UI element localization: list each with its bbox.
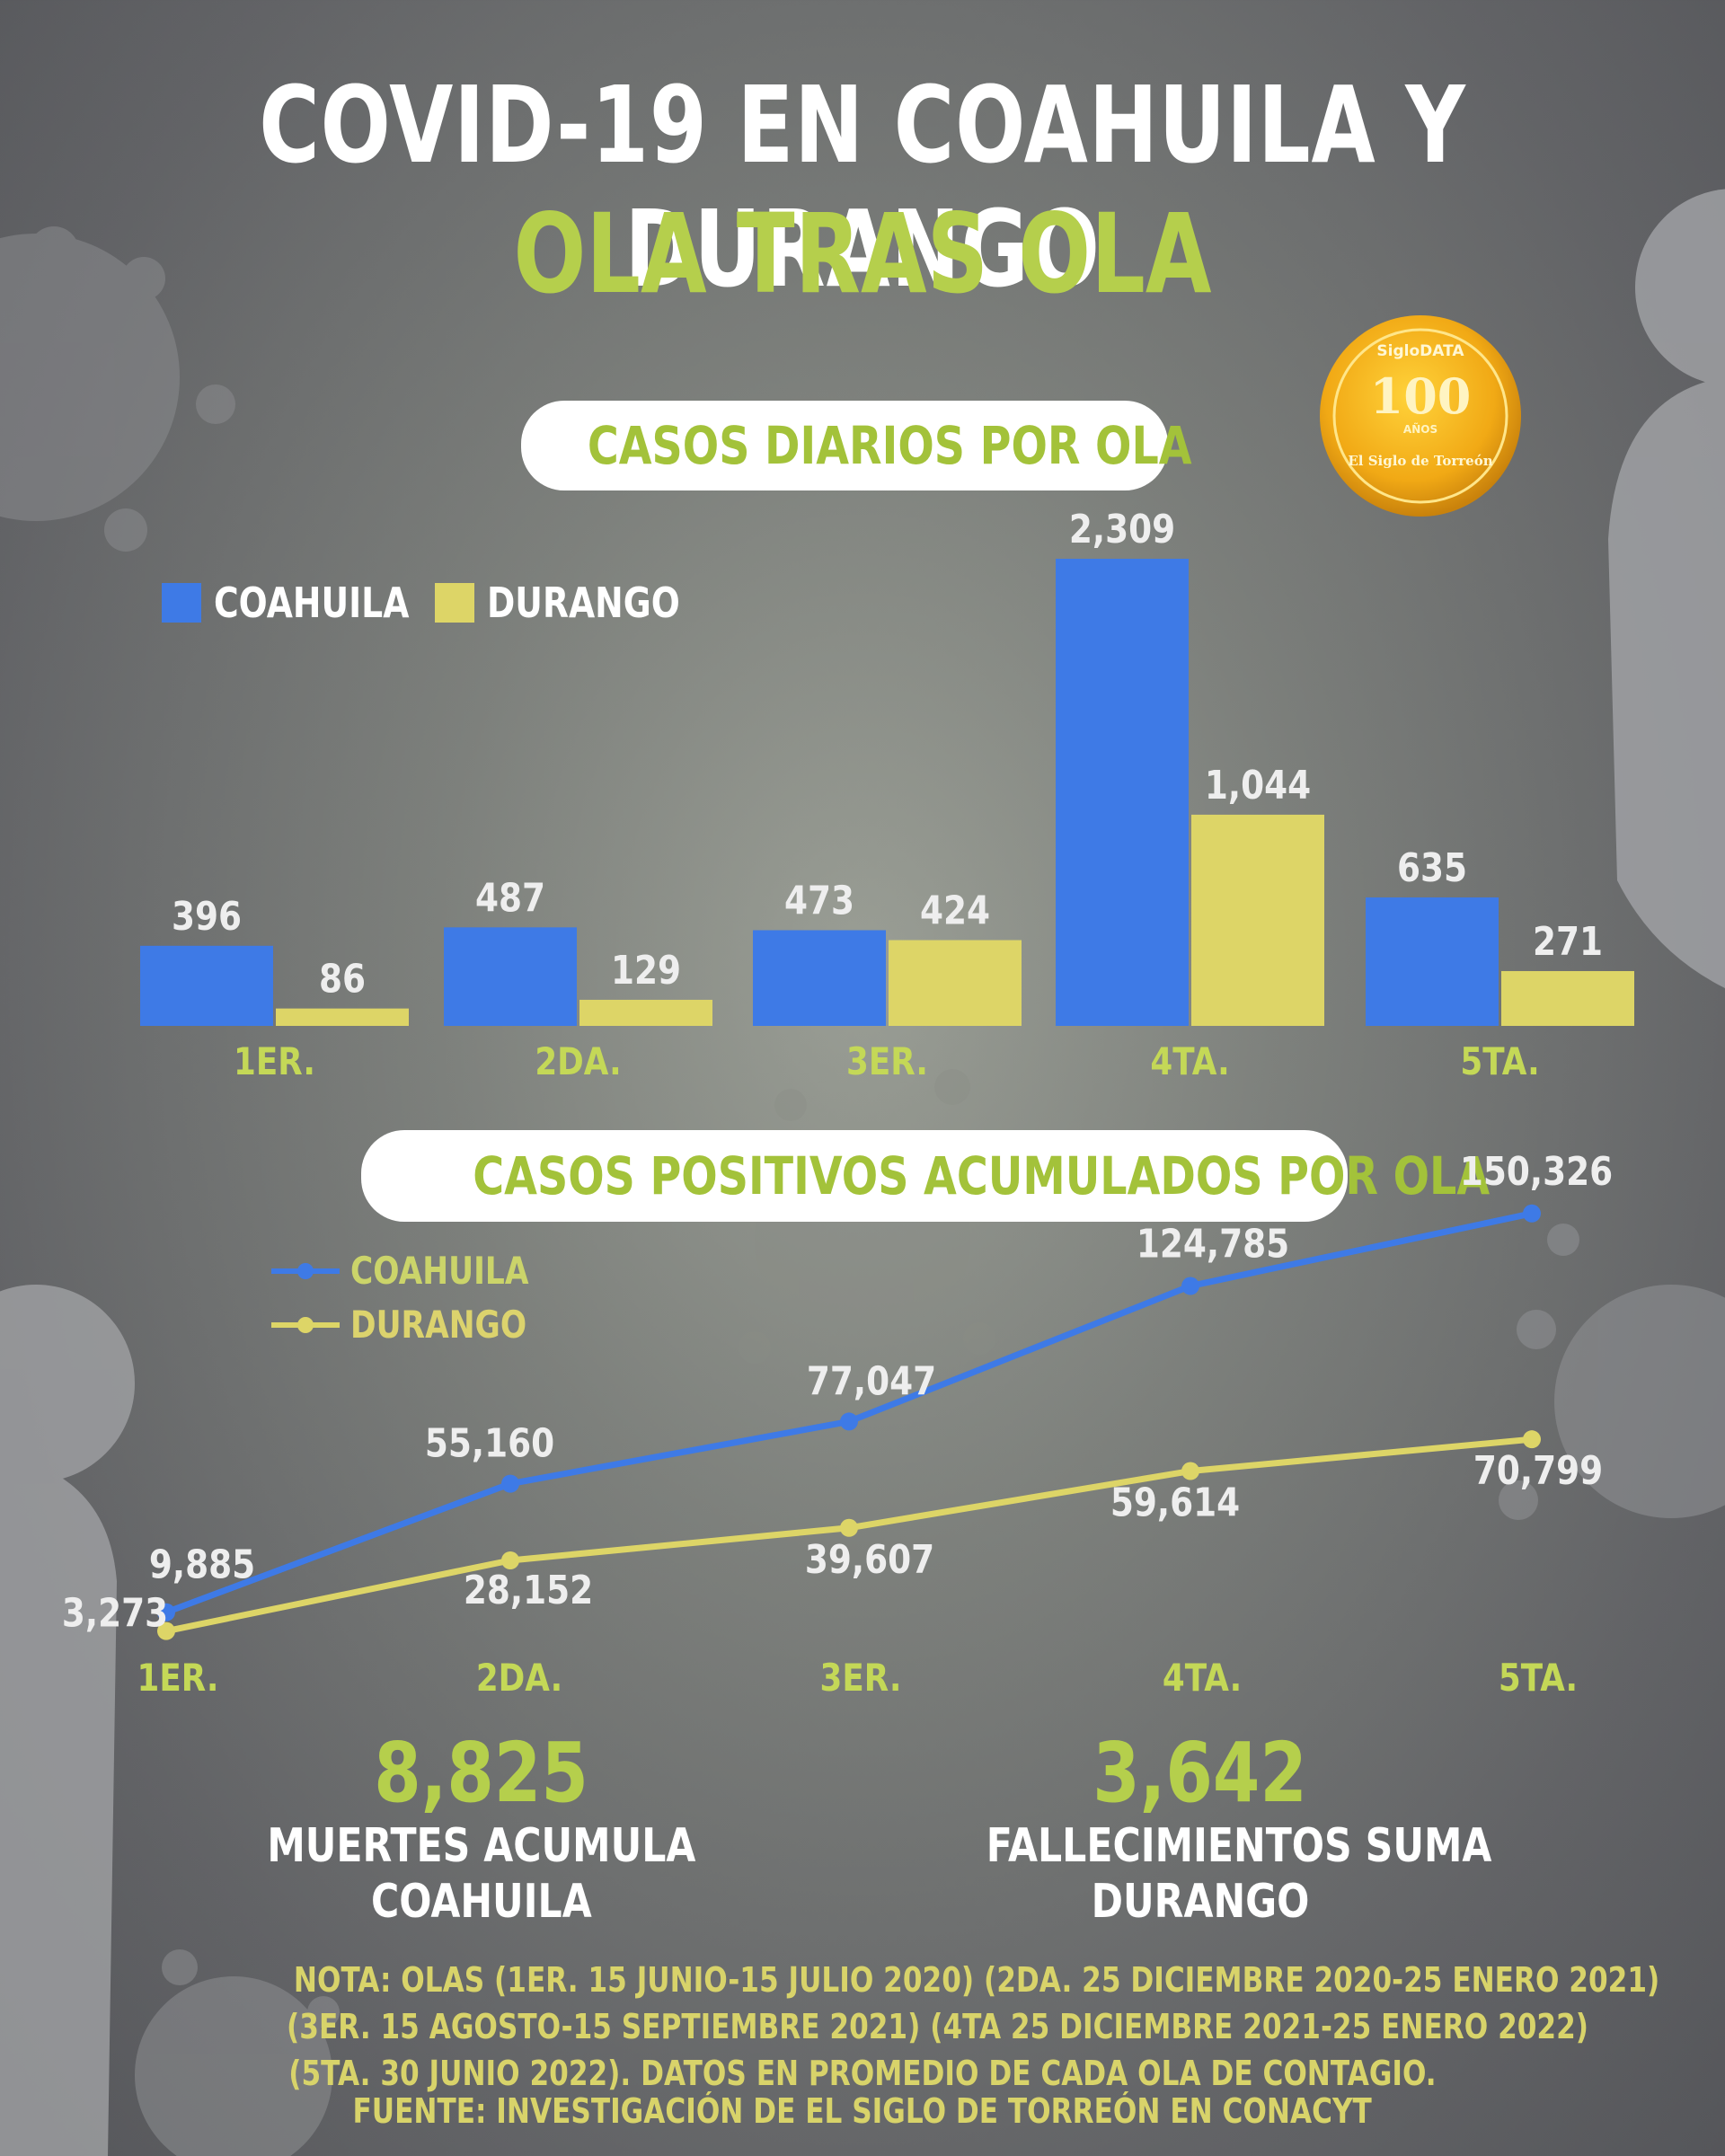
bar-durango-1 — [276, 1008, 409, 1026]
sub-title: OLA TRAS OLA — [513, 190, 1212, 318]
line-label-coahuila-5: 150,326 — [1460, 1148, 1613, 1195]
bar-label-coahuila-4: 2,309 — [1069, 506, 1175, 552]
point-coahuila-3 — [840, 1412, 858, 1431]
legend-swatch-durango — [435, 583, 474, 623]
bar-tick-2: 2DA. — [535, 1040, 621, 1083]
siglodata-badge: SigloDATA 100 AÑOS El Siglo de Torreón — [1320, 315, 1521, 517]
bar-label-durango-3: 424 — [920, 888, 990, 934]
bar-chart-title: CASOS DIARIOS POR OLA — [521, 401, 1192, 490]
bar-coahuila-2 — [444, 927, 577, 1026]
legend-label-durango: DURANGO — [487, 579, 680, 627]
line-label-durango-1: 3,273 — [62, 1590, 168, 1637]
person-silhouette-icon — [1608, 189, 1725, 988]
line-tick-5: 5TA. — [1499, 1657, 1578, 1700]
line-tick-2: 2DA. — [476, 1657, 562, 1700]
badge-sub: AÑOS — [1403, 422, 1438, 436]
stat-deaths-durango-label: FALLECIMIENTOS SUMA DURANGO — [986, 1819, 1492, 1929]
line-legend-coahuila: COAHUILA — [271, 1249, 568, 1293]
stat-deaths-durango-value: 3,642 — [1092, 1725, 1308, 1821]
bar-coahuila-5 — [1366, 897, 1499, 1026]
line-label-durango-3: 39,607 — [805, 1536, 934, 1583]
point-durango-2 — [501, 1551, 519, 1570]
point-coahuila-2 — [501, 1474, 519, 1493]
point-durango-3 — [840, 1518, 858, 1537]
bar-tick-5: 5TA. — [1460, 1040, 1539, 1083]
line-tick-3: 3ER. — [820, 1657, 902, 1700]
bar-durango-5 — [1501, 970, 1634, 1026]
line-label-coahuila-4: 124,785 — [1137, 1221, 1289, 1268]
bar-coahuila-1 — [140, 945, 273, 1026]
point-coahuila-4 — [1181, 1277, 1199, 1295]
bar-coahuila-4 — [1056, 559, 1189, 1026]
source: FUENTE: INVESTIGACIÓN DE EL SIGLO DE TOR… — [352, 2091, 1373, 2131]
person-silhouette-icon — [0, 1285, 135, 2156]
point-durango-4 — [1181, 1462, 1199, 1480]
stat-deaths-coahuila-label: MUERTES ACUMULA COAHUILA — [267, 1819, 696, 1929]
bar-tick-1: 1ER. — [234, 1040, 315, 1083]
point-coahuila-5 — [1523, 1204, 1541, 1223]
point-coahuila-1 — [157, 1603, 175, 1621]
line-label-coahuila-3: 77,047 — [807, 1357, 936, 1404]
line-legend-marker-coahuila — [271, 1262, 340, 1279]
line-label-coahuila-1: 9,885 — [149, 1542, 255, 1588]
bar-label-coahuila-5: 635 — [1397, 844, 1467, 891]
note: NOTA: OLAS (1ER. 15 JUNIO-15 JULIO 2020)… — [287, 1960, 1660, 2093]
bar-durango-2 — [579, 999, 712, 1026]
line-chart-title: CASOS POSITIVOS ACUMULADOS POR OLA — [361, 1130, 1490, 1222]
bar-label-durango-5: 271 — [1533, 918, 1603, 965]
line-label-durango-4: 59,614 — [1110, 1480, 1240, 1526]
badge-number: 100 — [1370, 367, 1472, 425]
virus-icon — [1499, 1224, 1725, 1520]
bar-label-durango-4: 1,044 — [1205, 762, 1311, 808]
badge-top-text: SigloDATA — [1376, 342, 1464, 360]
virus-icon — [135, 1949, 340, 2156]
stat-deaths-coahuila-value: 8,825 — [374, 1725, 589, 1821]
line-legend-durango: DURANGO — [271, 1303, 565, 1347]
legend-swatch-coahuila — [162, 583, 201, 623]
line-legend-label-coahuila: COAHUILA — [350, 1249, 529, 1293]
bar-label-coahuila-1: 396 — [172, 893, 242, 940]
line-legend-marker-durango — [271, 1316, 340, 1333]
line-legend-label-durango: DURANGO — [350, 1303, 527, 1347]
line-tick-1: 1ER. — [137, 1657, 219, 1700]
bar-tick-3: 3ER. — [846, 1040, 928, 1083]
bar-label-coahuila-3: 473 — [784, 878, 854, 924]
legend-durango: DURANGO — [435, 579, 722, 627]
line-tick-4: 4TA. — [1163, 1657, 1242, 1700]
bar-durango-3 — [889, 940, 1022, 1026]
bar-tick-4: 4TA. — [1150, 1040, 1229, 1083]
bar-label-durango-1: 86 — [319, 956, 366, 1003]
point-durango-5 — [1523, 1430, 1541, 1449]
bar-durango-4 — [1191, 814, 1324, 1026]
line-label-coahuila-2: 55,160 — [425, 1420, 554, 1467]
point-durango-1 — [157, 1621, 175, 1640]
bar-label-coahuila-2: 487 — [475, 874, 545, 921]
legend-label-coahuila: COAHUILA — [214, 579, 410, 627]
legend-coahuila: COAHUILA — [162, 579, 452, 627]
bar-label-durango-2: 129 — [611, 947, 681, 994]
line-label-durango-5: 70,799 — [1473, 1447, 1603, 1494]
badge-bottom-text: El Siglo de Torreón — [1348, 453, 1492, 469]
bar-coahuila-3 — [753, 930, 886, 1026]
line-label-durango-2: 28,152 — [464, 1567, 593, 1613]
virus-icon — [0, 226, 235, 552]
main-title: COVID-19 EN COAHUILA Y DURANGO — [259, 63, 1466, 311]
